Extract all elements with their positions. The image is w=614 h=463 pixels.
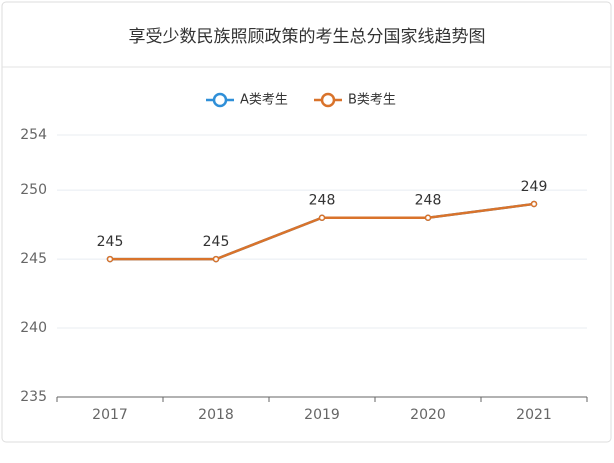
legend-label: B类考生 [348, 93, 396, 108]
point [530, 200, 538, 208]
legend-marker [212, 92, 228, 108]
data-label: 248 [309, 193, 336, 209]
point [424, 214, 432, 221]
x-tick-label: 2019 [304, 407, 340, 423]
data-label: 249 [521, 179, 548, 195]
y-tick-label: 254 [20, 127, 47, 143]
point [212, 255, 220, 263]
data-label: 245 [97, 234, 124, 250]
y-tick-label: 250 [20, 182, 47, 198]
x-tick-label: 2018 [198, 407, 234, 423]
x-tick-label: 2021 [516, 407, 552, 423]
chart-title: 享受少数民族照顾政策的考生总分国家线趋势图 [129, 27, 486, 47]
y-tick-label: 240 [20, 320, 47, 336]
legend-label: A类考生 [240, 93, 288, 108]
data-label: 248 [415, 193, 442, 209]
legend-marker [320, 92, 336, 108]
x-tick-label: 2020 [410, 407, 446, 423]
y-tick-label: 235 [20, 389, 47, 405]
point [106, 255, 114, 263]
y-tick-label: 245 [20, 251, 47, 267]
point [318, 214, 326, 221]
card [1, 1, 612, 443]
data-label: 245 [203, 234, 230, 250]
x-tick-label: 2017 [92, 407, 128, 423]
